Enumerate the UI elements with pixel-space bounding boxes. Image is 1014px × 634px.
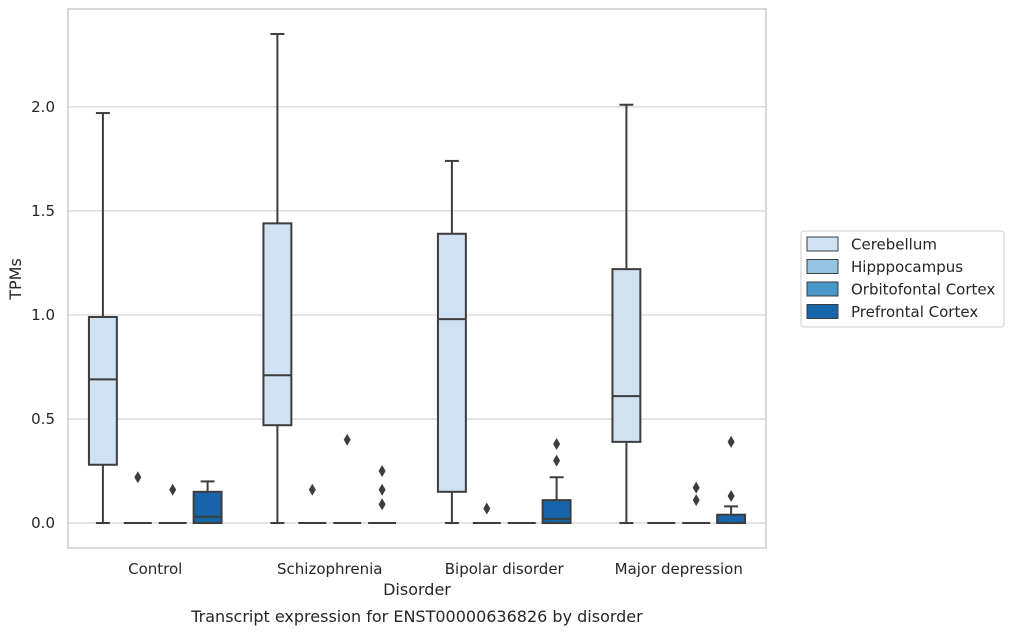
box-body <box>192 490 223 525</box>
legend-label: Orbitofontal Cortex <box>851 281 995 299</box>
box-3-2 <box>541 437 572 525</box>
box-0-3 <box>611 103 642 525</box>
y-tick-labels: 0.0 0.5 1.0 1.5 2.0 <box>31 98 55 532</box>
box-body <box>541 499 572 525</box>
box-0-1 <box>262 32 293 525</box>
box-body <box>436 232 467 493</box>
y-tick-label: 0.5 <box>31 410 55 428</box>
outlier-point <box>169 483 177 496</box>
y-tick-label: 2.0 <box>31 98 55 116</box>
box-3-3 <box>716 435 747 525</box>
plot-frame <box>67 8 767 549</box>
legend: Cerebellum Hipppocampus Orbitofontal Corte… <box>800 230 1005 328</box>
grid-lines <box>68 106 766 524</box>
x-tick-label: Bipolar disorder <box>445 560 565 578</box>
x-tick-label: Control <box>128 560 182 578</box>
outlier-point <box>553 454 561 467</box>
box-2-3 <box>682 481 711 525</box>
y-tick-label: 1.5 <box>31 202 55 220</box>
outlier-point <box>692 481 700 494</box>
outlier-point <box>727 489 735 502</box>
y-axis-label: TPMs <box>6 258 25 301</box>
x-axis-label: Disorder <box>383 580 451 599</box>
box-2-0 <box>158 483 187 525</box>
legend-frame <box>800 230 1005 328</box>
outlier-point <box>343 433 351 446</box>
chart-caption: Transcript expression for ENST0000063682… <box>190 607 643 626</box>
legend-swatch <box>806 281 839 297</box>
legend-swatch <box>806 304 839 319</box>
outlier-point <box>727 435 735 448</box>
x-tick-label: Schizophrenia <box>277 560 382 578</box>
legend-swatch <box>806 259 839 274</box>
box-body <box>611 268 642 443</box>
box-1-1 <box>298 483 327 525</box>
legend-label: Prefrontal Cortex <box>851 303 978 321</box>
box-3-0 <box>192 480 223 525</box>
x-tick-label: Major depression <box>615 560 743 578</box>
box-2-1 <box>333 433 362 525</box>
outlier-point <box>308 483 316 496</box>
outlier-point <box>378 498 386 511</box>
box-1-0 <box>123 471 152 525</box>
box-0-2 <box>436 159 467 525</box>
x-tick-labels: Control Schizophrenia Bipolar disorder Majo… <box>128 560 743 578</box>
legend-label: Cerebellum <box>851 236 937 254</box>
legend-swatch <box>806 236 839 252</box>
box-3-1 <box>368 465 397 525</box>
outlier-point <box>692 494 700 507</box>
box-1-2 <box>472 502 501 525</box>
outlier-point <box>378 483 386 496</box>
y-tick-label: 1.0 <box>31 306 55 324</box>
box-body <box>87 316 118 466</box>
outlier-point <box>553 437 561 450</box>
boxes <box>87 32 747 525</box>
box-body <box>716 513 747 525</box>
outlier-point <box>483 502 491 515</box>
legend-label: Hipppocampus <box>851 258 963 276</box>
outlier-point <box>134 471 142 484</box>
outlier-point <box>378 465 386 477</box>
box-body <box>262 222 293 427</box>
y-tick-label: 0.0 <box>31 514 55 532</box>
box-0-0 <box>87 112 118 525</box>
